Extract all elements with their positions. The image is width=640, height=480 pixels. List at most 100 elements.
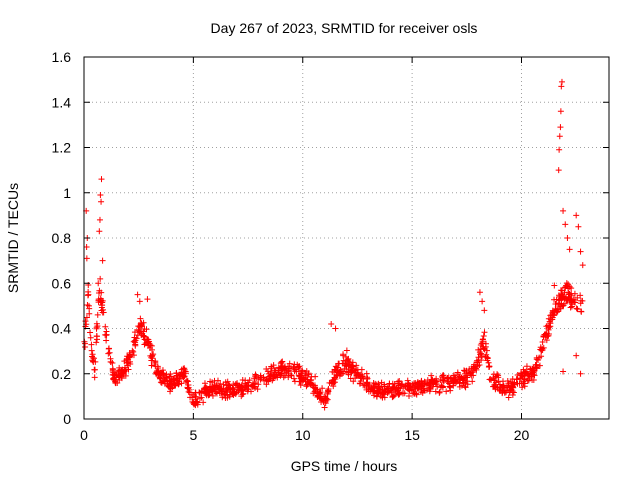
data-point bbox=[519, 384, 526, 391]
data-point bbox=[296, 378, 303, 385]
y-tick-label: 0.8 bbox=[52, 230, 72, 246]
data-point bbox=[340, 352, 347, 359]
data-point bbox=[423, 387, 430, 394]
data-point bbox=[210, 383, 217, 390]
y-tick-label: 1 bbox=[63, 185, 71, 201]
data-point bbox=[266, 373, 273, 380]
data-point bbox=[414, 385, 421, 392]
x-axis-label: GPS time / hours bbox=[291, 458, 398, 474]
data-point bbox=[96, 228, 103, 235]
data-point bbox=[336, 369, 343, 376]
data-point bbox=[217, 380, 224, 387]
data-point bbox=[390, 384, 397, 391]
data-point bbox=[381, 381, 388, 388]
data-point bbox=[279, 358, 286, 365]
data-point bbox=[270, 371, 277, 378]
data-point bbox=[481, 307, 488, 314]
data-point bbox=[86, 310, 93, 317]
data-point bbox=[557, 108, 564, 115]
data-point bbox=[223, 389, 230, 396]
data-point bbox=[568, 299, 575, 306]
data-point bbox=[567, 295, 574, 302]
data-point bbox=[130, 352, 137, 359]
data-point bbox=[110, 369, 117, 376]
data-point bbox=[364, 379, 371, 386]
data-point bbox=[153, 367, 160, 374]
data-point bbox=[440, 374, 447, 381]
data-point bbox=[97, 275, 104, 282]
data-point bbox=[194, 399, 201, 406]
data-point bbox=[102, 323, 109, 330]
data-point bbox=[183, 377, 190, 384]
data-point bbox=[252, 371, 259, 378]
data-point bbox=[99, 257, 106, 264]
data-point bbox=[510, 389, 517, 396]
y-tick-label: 0.4 bbox=[52, 321, 72, 337]
data-point bbox=[296, 372, 303, 379]
data-point bbox=[288, 365, 295, 372]
data-point bbox=[280, 374, 287, 381]
data-point bbox=[458, 382, 465, 389]
data-point bbox=[240, 390, 247, 397]
data-point bbox=[484, 357, 491, 364]
axis-ticks: 0 0.2 0.4 0.6 0.8 1 1.2 1.4 1.6 0 5 10 15 20 bbox=[52, 49, 609, 443]
data-point bbox=[470, 367, 477, 374]
data-point bbox=[167, 388, 174, 395]
data-point bbox=[312, 387, 319, 394]
data-point bbox=[149, 355, 156, 362]
data-point bbox=[144, 296, 151, 303]
data-point bbox=[151, 361, 158, 368]
data-point bbox=[321, 393, 328, 400]
data-point bbox=[352, 369, 359, 376]
data-point bbox=[462, 380, 469, 387]
data-point bbox=[407, 384, 414, 391]
grid bbox=[84, 57, 609, 419]
data-point bbox=[549, 312, 556, 319]
data-point bbox=[131, 334, 138, 341]
data-point bbox=[404, 377, 411, 384]
data-point bbox=[343, 347, 350, 354]
data-point bbox=[565, 285, 572, 292]
data-point bbox=[475, 359, 482, 366]
data-point bbox=[83, 255, 90, 262]
data-point bbox=[267, 372, 274, 379]
data-point bbox=[556, 297, 563, 304]
data-point bbox=[82, 343, 89, 350]
data-point bbox=[577, 292, 584, 299]
data-point bbox=[94, 311, 101, 318]
y-tick-label: 1.2 bbox=[52, 140, 72, 156]
data-point bbox=[134, 291, 141, 298]
data-point bbox=[236, 383, 243, 390]
data-point bbox=[499, 389, 506, 396]
data-point bbox=[363, 386, 370, 393]
data-point bbox=[87, 334, 94, 341]
data-point bbox=[558, 83, 565, 90]
data-point bbox=[154, 369, 161, 376]
data-point bbox=[270, 362, 277, 369]
data-point bbox=[547, 316, 554, 323]
data-point bbox=[296, 363, 303, 370]
data-point bbox=[556, 133, 563, 140]
data-point bbox=[229, 390, 236, 397]
data-point bbox=[317, 389, 324, 396]
data-point bbox=[109, 360, 116, 367]
data-point bbox=[156, 375, 163, 382]
data-point bbox=[138, 323, 145, 330]
data-point bbox=[542, 331, 549, 338]
data-point bbox=[106, 349, 113, 356]
data-point bbox=[446, 380, 453, 387]
data-point bbox=[533, 356, 540, 363]
data-point bbox=[215, 386, 222, 393]
data-point bbox=[147, 345, 154, 352]
data-point bbox=[98, 176, 105, 183]
data-point bbox=[436, 388, 443, 395]
data-point bbox=[481, 329, 488, 336]
data-point bbox=[510, 384, 517, 391]
data-point bbox=[447, 383, 454, 390]
data-point bbox=[245, 379, 252, 386]
data-point bbox=[97, 192, 104, 199]
data-point bbox=[264, 368, 271, 375]
data-point bbox=[398, 381, 405, 388]
data-point bbox=[130, 338, 137, 345]
data-point bbox=[369, 388, 376, 395]
